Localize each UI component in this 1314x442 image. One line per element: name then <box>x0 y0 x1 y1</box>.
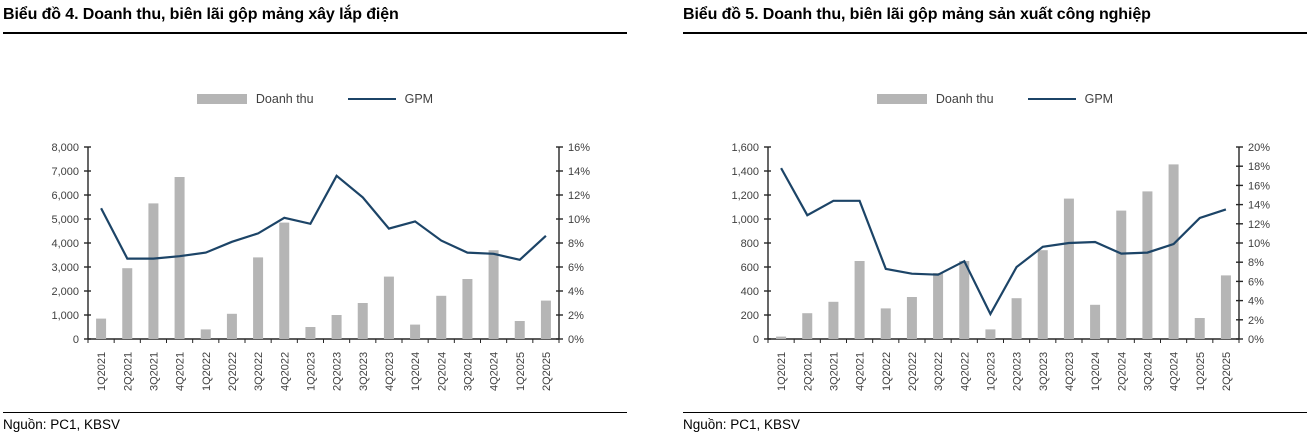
revenue-gpm-chart: 0 1,000 2,000 3,000 4,000 5,000 6,000 7,000 8,00… <box>51 142 590 391</box>
svg-text:0%: 0% <box>568 334 584 346</box>
svg-text:10%: 10% <box>1248 238 1270 250</box>
svg-text:2Q2022: 2Q2022 <box>227 352 239 391</box>
chart-legend: Doanh thu GPM <box>683 90 1307 108</box>
svg-text:4%: 4% <box>1248 296 1264 308</box>
svg-text:1Q2023: 1Q2023 <box>985 352 997 391</box>
svg-text:3Q2023: 3Q2023 <box>1038 352 1050 391</box>
svg-text:4%: 4% <box>568 286 584 298</box>
svg-text:2Q2024: 2Q2024 <box>436 352 448 391</box>
svg-text:2Q2021: 2Q2021 <box>122 352 134 391</box>
svg-text:6,000: 6,000 <box>51 190 79 202</box>
svg-text:4Q2021: 4Q2021 <box>175 352 187 391</box>
svg-text:16%: 16% <box>568 142 590 154</box>
line-swatch-icon <box>1027 98 1076 100</box>
svg-text:3Q2023: 3Q2023 <box>358 352 370 391</box>
bar-swatch-icon <box>876 94 927 104</box>
svg-text:1,000: 1,000 <box>51 310 79 322</box>
legend-item-doanh-thu: Doanh thu <box>876 92 994 106</box>
chart-title: Biểu đồ 5. Doanh thu, biên lãi gộp mảng … <box>683 2 1307 34</box>
svg-text:4Q2021: 4Q2021 <box>855 352 867 391</box>
svg-text:3Q2022: 3Q2022 <box>933 352 945 391</box>
chart-legend: Doanh thu GPM <box>3 90 627 108</box>
svg-text:2%: 2% <box>568 310 584 322</box>
svg-text:1Q2022: 1Q2022 <box>201 352 213 391</box>
svg-text:1Q2025: 1Q2025 <box>515 352 527 391</box>
legend-item-gpm: GPM <box>1027 92 1114 106</box>
svg-text:4Q2023: 4Q2023 <box>1064 352 1076 391</box>
svg-text:1,400: 1,400 <box>731 166 759 178</box>
svg-text:2Q2021: 2Q2021 <box>802 352 814 391</box>
svg-text:16%: 16% <box>1248 180 1270 192</box>
svg-text:12%: 12% <box>568 190 590 202</box>
svg-text:12%: 12% <box>1248 219 1270 231</box>
svg-text:0%: 0% <box>1248 334 1264 346</box>
legend-label-gpm: GPM <box>404 92 434 106</box>
legend-label-doanh-thu: Doanh thu <box>935 92 994 106</box>
svg-text:3Q2022: 3Q2022 <box>253 352 265 391</box>
svg-text:4Q2024: 4Q2024 <box>1169 352 1181 391</box>
svg-text:1Q2022: 1Q2022 <box>881 352 893 391</box>
svg-text:400: 400 <box>741 286 759 298</box>
svg-text:6%: 6% <box>1248 276 1264 288</box>
svg-text:1Q2024: 1Q2024 <box>410 352 422 391</box>
svg-text:600: 600 <box>741 262 759 274</box>
chart-card-industrial: Biểu đồ 5. Doanh thu, biên lãi gộp mảng … <box>683 2 1307 432</box>
legend-label-doanh-thu: Doanh thu <box>255 92 314 106</box>
svg-text:1Q2025: 1Q2025 <box>1195 352 1207 391</box>
svg-text:3Q2024: 3Q2024 <box>1142 352 1154 391</box>
svg-text:0: 0 <box>73 334 79 346</box>
svg-text:4Q2024: 4Q2024 <box>489 352 501 391</box>
source-note: Nguồn: PC1, KBSV <box>3 412 627 432</box>
legend-item-gpm: GPM <box>347 92 434 106</box>
chart-card-construction: Biểu đồ 4. Doanh thu, biên lãi gộp mảng … <box>3 2 627 432</box>
svg-text:4Q2022: 4Q2022 <box>959 352 971 391</box>
legend-label-gpm: GPM <box>1084 92 1114 106</box>
legend-item-doanh-thu: Doanh thu <box>196 92 314 106</box>
svg-text:3Q2021: 3Q2021 <box>148 352 160 391</box>
svg-text:5,000: 5,000 <box>51 214 79 226</box>
svg-text:8%: 8% <box>568 238 584 250</box>
svg-text:800: 800 <box>741 238 759 250</box>
svg-text:3,000: 3,000 <box>51 262 79 274</box>
svg-text:1,600: 1,600 <box>731 142 759 154</box>
svg-text:2Q2023: 2Q2023 <box>332 352 344 391</box>
svg-text:1Q2021: 1Q2021 <box>776 352 788 391</box>
svg-text:14%: 14% <box>1248 200 1270 212</box>
bar-swatch-icon <box>196 94 247 104</box>
svg-text:2Q2022: 2Q2022 <box>907 352 919 391</box>
svg-text:14%: 14% <box>568 166 590 178</box>
svg-text:1Q2023: 1Q2023 <box>305 352 317 391</box>
chart-title: Biểu đồ 4. Doanh thu, biên lãi gộp mảng … <box>3 2 627 34</box>
svg-text:2,000: 2,000 <box>51 286 79 298</box>
svg-text:4Q2023: 4Q2023 <box>384 352 396 391</box>
svg-text:4Q2022: 4Q2022 <box>279 352 291 391</box>
svg-text:1Q2024: 1Q2024 <box>1090 352 1102 391</box>
source-note: Nguồn: PC1, KBSV <box>683 412 1307 432</box>
svg-text:8%: 8% <box>1248 257 1264 269</box>
svg-text:2%: 2% <box>1248 315 1264 327</box>
svg-text:7,000: 7,000 <box>51 166 79 178</box>
line-swatch-icon <box>347 98 396 100</box>
report-charts-row: Biểu đồ 4. Doanh thu, biên lãi gộp mảng … <box>3 2 1307 432</box>
svg-text:1,200: 1,200 <box>731 190 759 202</box>
revenue-gpm-chart: 0 200 400 600 800 1,000 1,200 1,400 1,600 0% 2% 4% 6… <box>731 142 1270 391</box>
svg-text:3Q2021: 3Q2021 <box>828 352 840 391</box>
svg-text:20%: 20% <box>1248 142 1270 154</box>
svg-text:2Q2025: 2Q2025 <box>541 352 553 391</box>
svg-text:200: 200 <box>741 310 759 322</box>
svg-text:1Q2021: 1Q2021 <box>96 352 108 391</box>
svg-text:0: 0 <box>753 334 759 346</box>
svg-text:2Q2023: 2Q2023 <box>1012 352 1024 391</box>
svg-text:1,000: 1,000 <box>731 214 759 226</box>
svg-text:4,000: 4,000 <box>51 238 79 250</box>
svg-text:3Q2024: 3Q2024 <box>462 352 474 391</box>
svg-text:6%: 6% <box>568 262 584 274</box>
svg-text:2Q2024: 2Q2024 <box>1116 352 1128 391</box>
svg-text:18%: 18% <box>1248 161 1270 173</box>
svg-text:10%: 10% <box>568 214 590 226</box>
svg-text:8,000: 8,000 <box>51 142 79 154</box>
svg-text:2Q2025: 2Q2025 <box>1221 352 1233 391</box>
